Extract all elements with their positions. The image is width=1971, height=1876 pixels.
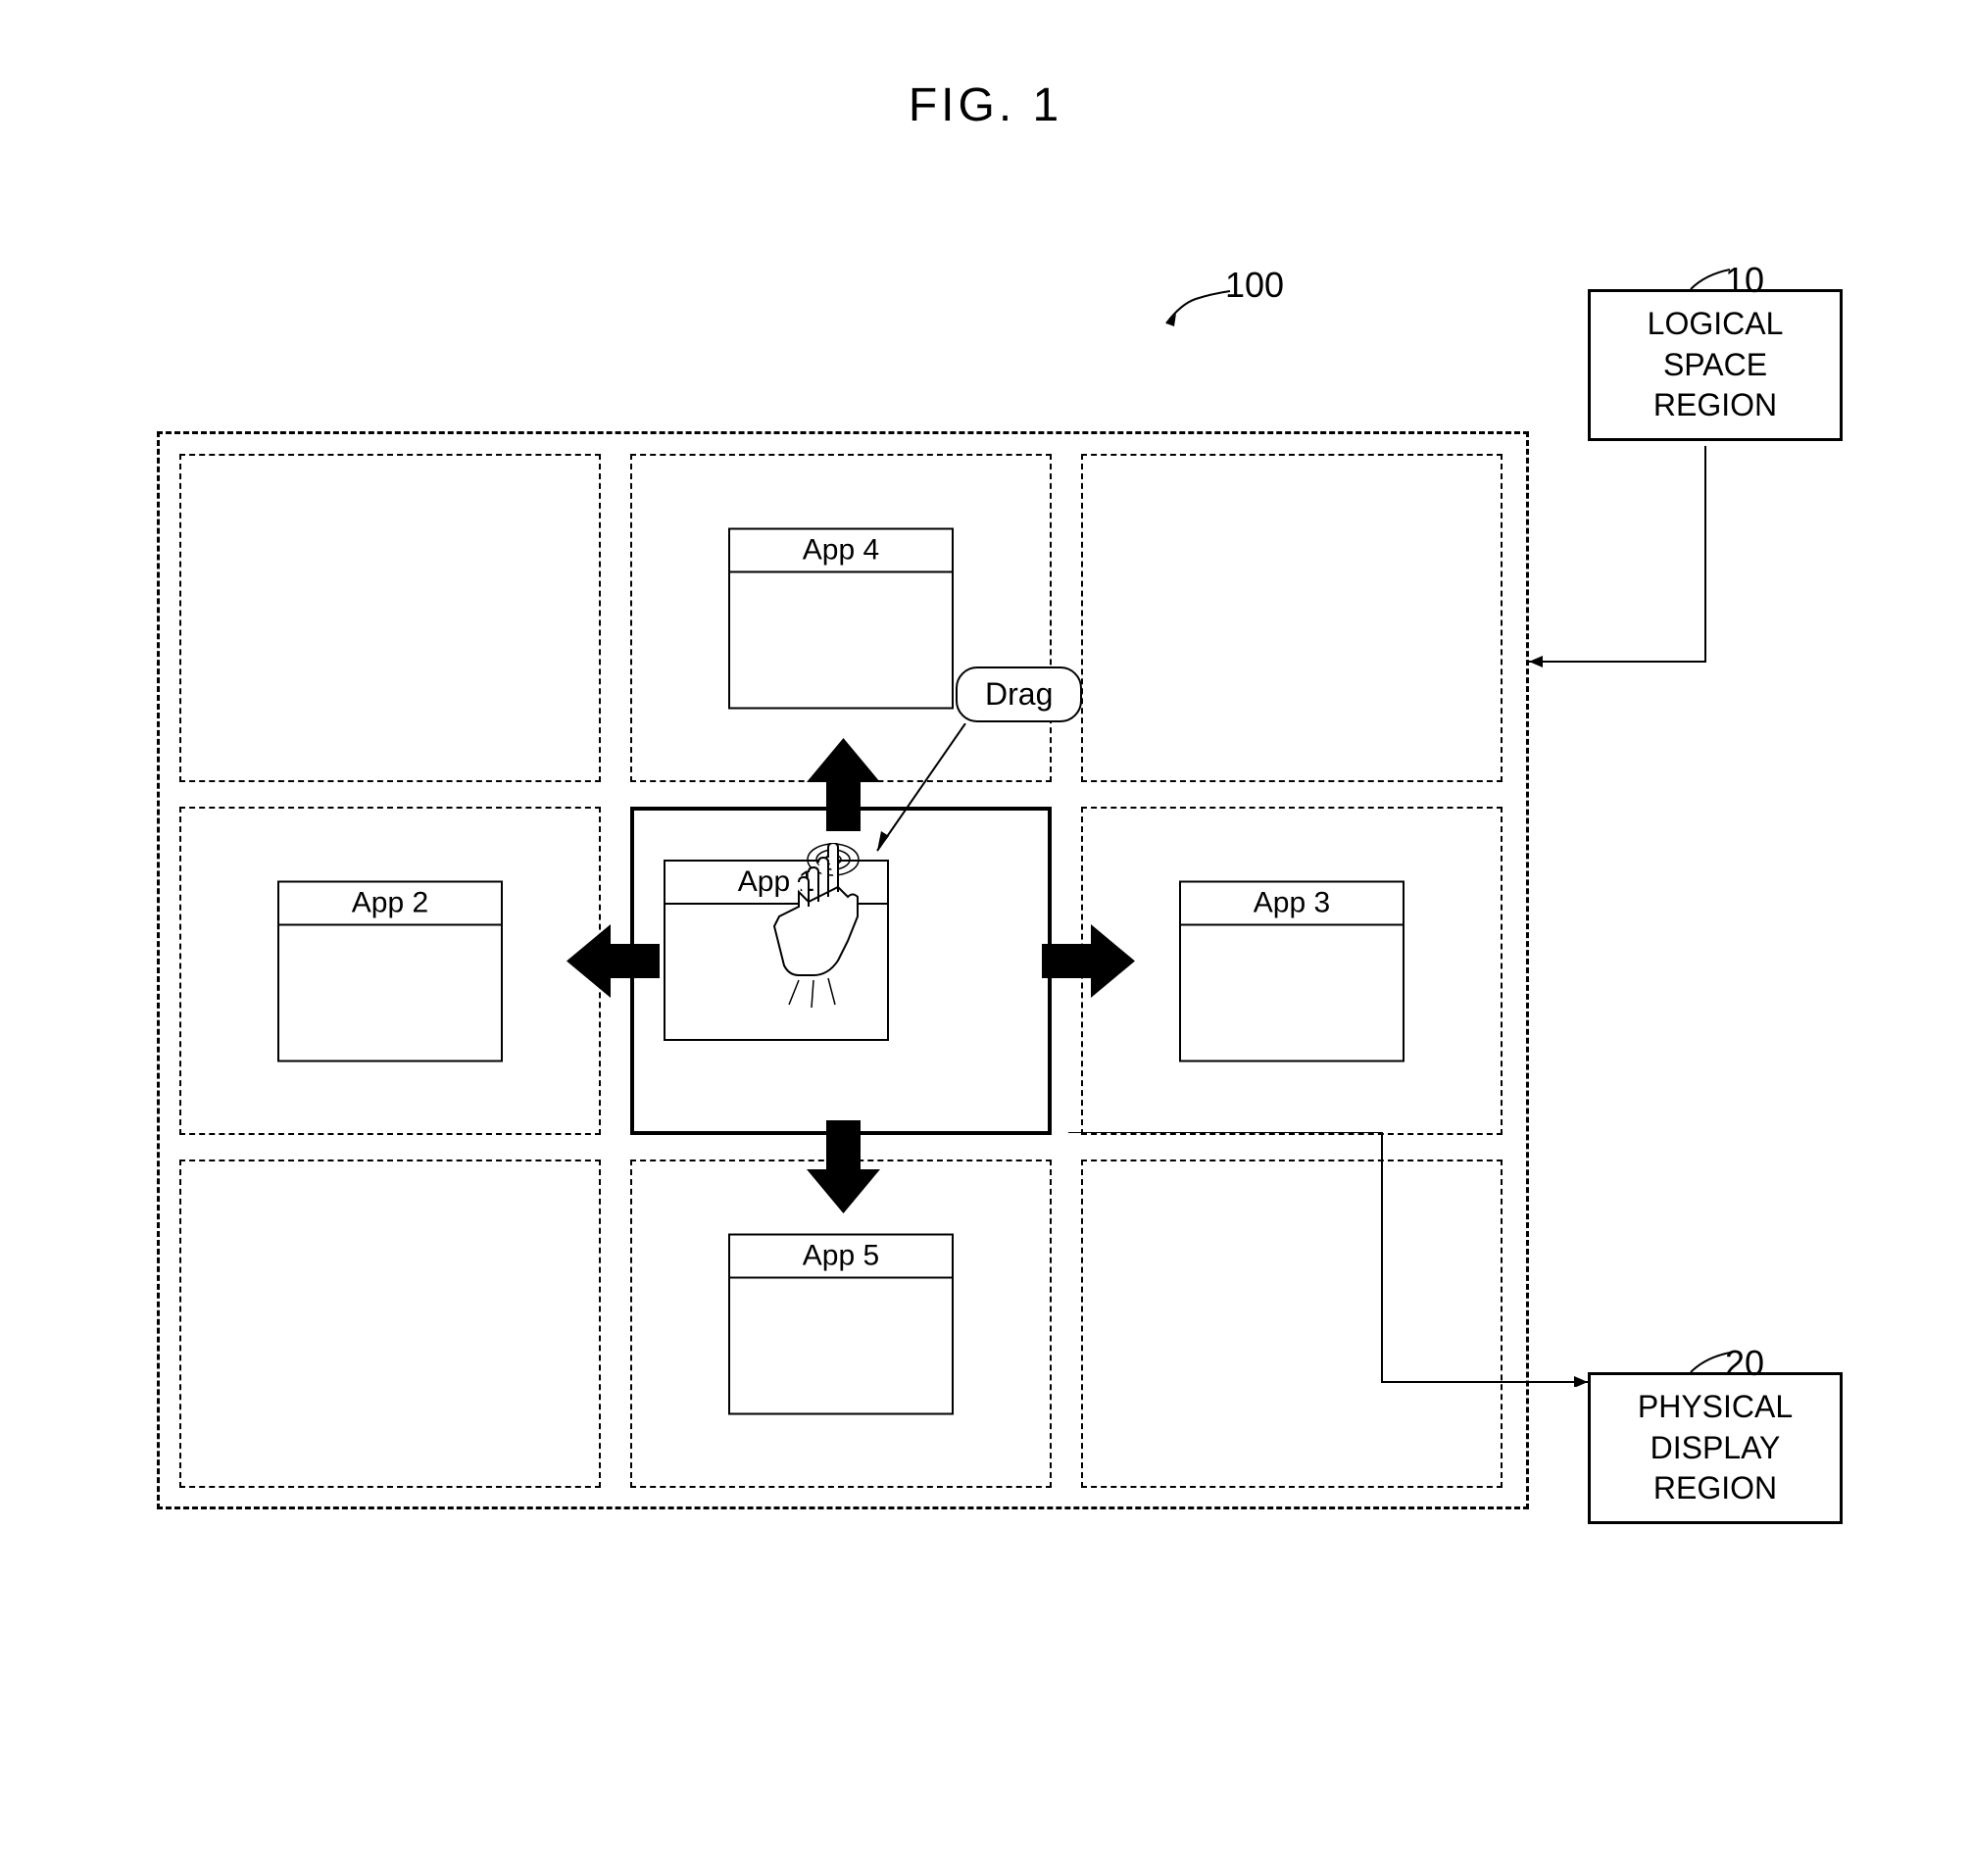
physical-display-legend: PHYSICAL DISPLAY REGION (1588, 1372, 1843, 1524)
hand-drag-icon (755, 843, 902, 1039)
app5-window: App 5 (728, 1233, 954, 1414)
app3-window: App 3 (1179, 880, 1404, 1061)
app3-title: App 3 (1181, 882, 1403, 925)
arrow-down-icon (807, 1120, 880, 1213)
grid-cell-top-right (1081, 454, 1503, 782)
app2-window: App 2 (277, 880, 503, 1061)
figure-title: FIG. 1 (909, 78, 1062, 132)
grid-cell-bottom-right (1081, 1160, 1503, 1488)
logical-space-legend: LOGICAL SPACE REGION (1588, 289, 1843, 441)
grid-cell-middle-right: App 3 (1081, 807, 1503, 1135)
app5-title: App 5 (730, 1235, 952, 1278)
arrow-left-icon (567, 924, 660, 998)
ref-100-label: 100 (1225, 265, 1284, 306)
app4-window: App 4 (728, 527, 954, 709)
app2-title: App 2 (279, 882, 501, 925)
arrow-right-icon (1042, 924, 1135, 998)
grid-cell-middle-left: App 2 (179, 807, 601, 1135)
grid-cell-top-center: App 4 (630, 454, 1052, 782)
app4-title: App 4 (730, 529, 952, 572)
drag-label-bubble: Drag (956, 666, 1082, 722)
grid-cell-bottom-left (179, 1160, 601, 1488)
grid-cell-top-left (179, 454, 601, 782)
connector-logical (1529, 446, 1725, 681)
